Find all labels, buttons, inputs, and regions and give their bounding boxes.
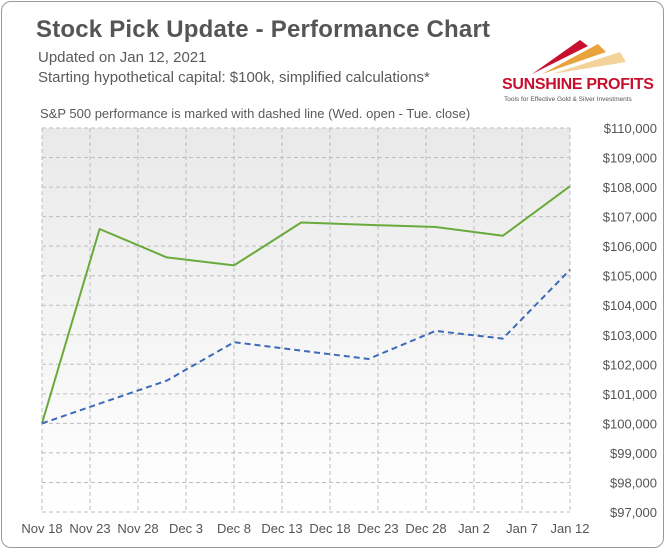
x-tick-label: Jan 12 xyxy=(550,521,589,536)
y-tick-label: $105,000 xyxy=(603,269,657,284)
x-axis-ticks: Nov 18 Nov 23 Nov 28 Dec 3 Dec 8 Dec 13 Dec 18… xyxy=(21,521,589,536)
y-tick-label: $100,000 xyxy=(603,416,657,431)
x-tick-label: Nov 28 xyxy=(117,521,158,536)
y-tick-label: $107,000 xyxy=(603,210,657,225)
y-tick-label: $104,000 xyxy=(603,298,657,313)
x-tick-label: Jan 7 xyxy=(506,521,538,536)
y-tick-label: $110,000 xyxy=(604,121,657,136)
y-tick-label: $106,000 xyxy=(603,239,657,254)
x-tick-label: Jan 2 xyxy=(458,521,490,536)
grid-lines xyxy=(41,127,571,513)
chart-title: Stock Pick Update - Performance Chart xyxy=(36,16,491,43)
sunshine-profits-logo: SUNSHINE PROFITS Tools for Effective Gol… xyxy=(502,36,654,106)
sp500-series-line xyxy=(41,269,571,425)
logo-ray-cream xyxy=(552,52,626,74)
y-axis-ticks: $97,000 $98,000 $99,000 $100,000 $101,000 $10… xyxy=(603,121,657,520)
logo-tagline: Tools for Effective Gold & Silver Invest… xyxy=(504,96,632,103)
series-lines xyxy=(41,185,571,425)
x-tick-label: Dec 28 xyxy=(405,521,446,536)
y-tick-label: $98,000 xyxy=(610,475,657,490)
x-tick-label: Dec 23 xyxy=(357,521,398,536)
plot-area xyxy=(42,128,570,512)
portfolio-series-line xyxy=(41,185,571,424)
x-tick-label: Dec 18 xyxy=(309,521,350,536)
x-tick-label: Nov 23 xyxy=(69,521,110,536)
updated-date: Updated on Jan 12, 2021 xyxy=(38,49,207,66)
x-tick-label: Nov 18 xyxy=(21,521,62,536)
y-tick-label: $103,000 xyxy=(603,328,657,343)
x-tick-label: Dec 3 xyxy=(169,521,203,536)
y-tick-label: $102,000 xyxy=(603,357,657,372)
logo-rays-icon xyxy=(532,40,626,74)
capital-note: Starting hypothetical capital: $100k, si… xyxy=(38,69,430,86)
logo-ray-orange xyxy=(542,44,606,74)
y-tick-label: $97,000 xyxy=(610,505,657,520)
sp500-note: S&P 500 performance is marked with dashe… xyxy=(40,106,471,121)
logo-ray-red xyxy=(532,40,588,74)
y-tick-label: $99,000 xyxy=(610,446,657,461)
y-tick-label: $101,000 xyxy=(603,387,657,402)
y-tick-label: $108,000 xyxy=(603,180,657,195)
y-tick-label: $109,000 xyxy=(603,151,657,166)
x-tick-label: Dec 8 xyxy=(217,521,251,536)
logo-name: SUNSHINE PROFITS xyxy=(502,76,654,93)
x-tick-label: Dec 13 xyxy=(261,521,302,536)
